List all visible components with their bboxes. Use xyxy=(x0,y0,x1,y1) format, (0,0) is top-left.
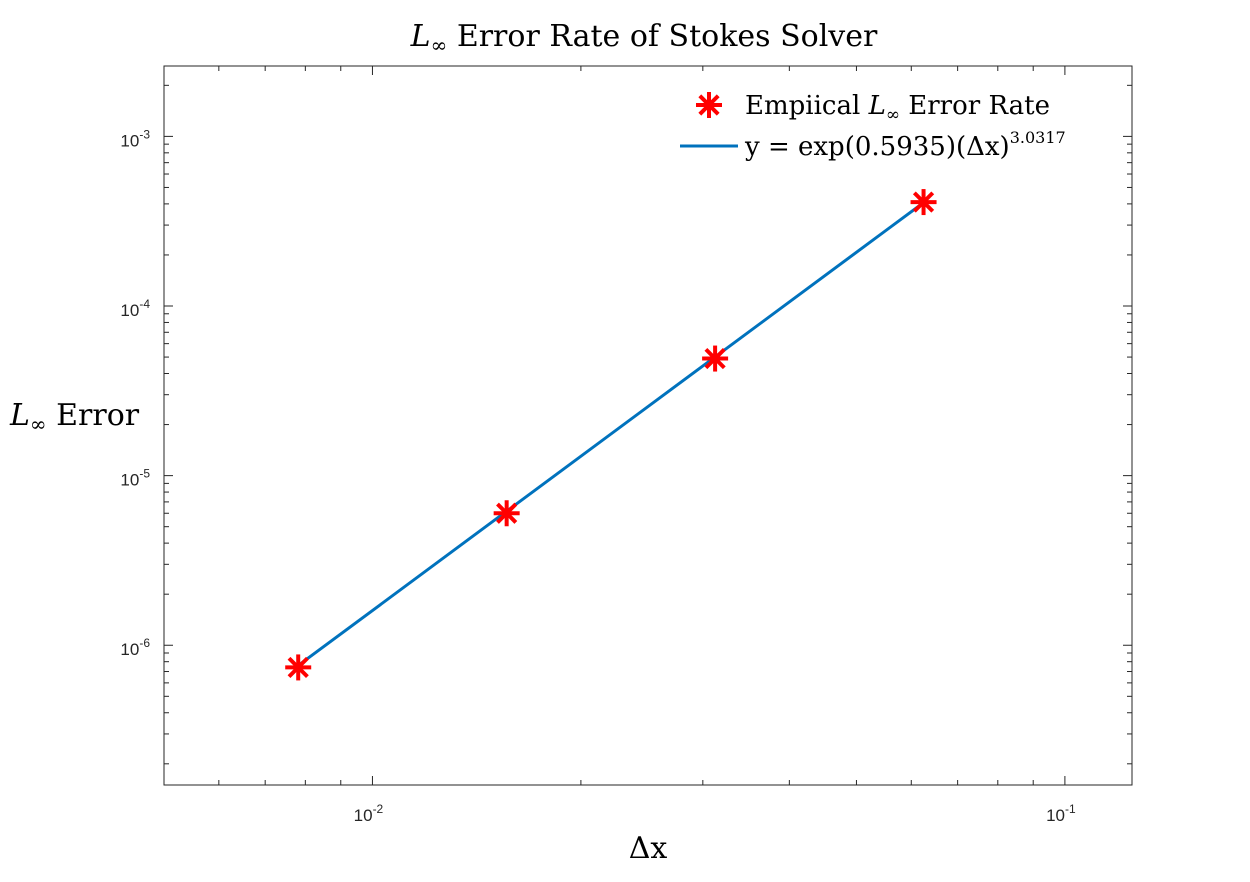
axis-ticks xyxy=(163,66,1132,785)
y-tick-label: 10-4 xyxy=(120,297,150,320)
fit-line-series xyxy=(297,201,925,667)
y-axis-label: L∞ Error xyxy=(9,398,140,436)
x-tick-label: 10-2 xyxy=(354,802,384,825)
x-axis-label: Δx xyxy=(629,831,668,866)
data-point xyxy=(285,654,312,681)
legend-asterisk xyxy=(696,92,722,118)
x-tick-labels: 10-2 10-1 xyxy=(354,802,1076,825)
chart-title: L∞ Error Rate of Stokes Solver xyxy=(410,19,878,57)
plot-area xyxy=(163,65,1133,786)
y-tick-label: 10-6 xyxy=(120,636,150,659)
fit-line xyxy=(297,201,925,667)
legend-label-fit: y = exp(0.5935)(Δx)3.0317 xyxy=(744,128,1066,162)
data-point xyxy=(702,345,729,372)
y-tick-label: 10-3 xyxy=(120,127,150,150)
data-point xyxy=(910,189,937,216)
y-tick-label: 10-5 xyxy=(120,467,150,490)
x-tick-label: 10-1 xyxy=(1046,802,1076,825)
empirical-error-series xyxy=(285,189,937,681)
y-tick-labels: 10-6 10-5 10-4 10-3 xyxy=(120,127,150,659)
legend: Empiical L∞ Error Rate y = exp(0.5935)(Δ… xyxy=(680,91,1066,162)
legend-marker-empirical xyxy=(696,92,722,118)
data-point xyxy=(493,500,520,527)
legend-label-empirical: Empiical L∞ Error Rate xyxy=(745,91,1050,125)
